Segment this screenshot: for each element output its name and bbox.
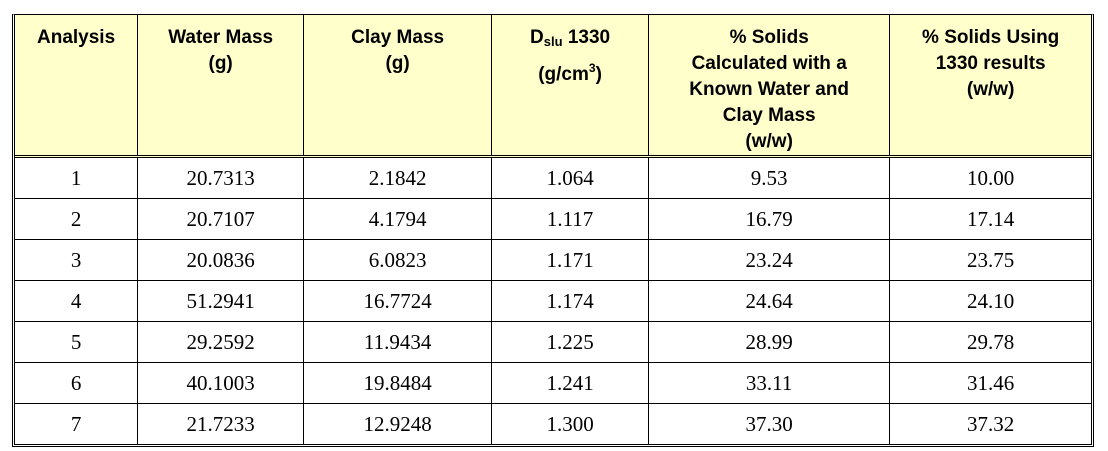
cell-solids-calculated: 24.64 [647, 280, 891, 322]
header-line: Dslu 1330 [492, 25, 648, 55]
cell-solids-1330: 17.14 [889, 198, 1091, 240]
density-symbol: D [530, 27, 544, 48]
header-water-mass: Water Mass (g) [137, 15, 305, 158]
cell-analysis: 2 [15, 198, 139, 240]
cell-clay-mass: 11.9434 [303, 321, 493, 363]
header-line: (w/w) [745, 131, 793, 152]
header-row: Analysis Water Mass (g) Clay Mass (g) Ds… [15, 15, 1091, 158]
unit-prefix: (g/cm [538, 64, 589, 85]
cell-analysis: 1 [15, 156, 139, 199]
unit-suffix: ) [595, 64, 602, 85]
cell-analysis: 5 [15, 321, 139, 363]
unit-superscript: 3 [588, 61, 596, 75]
header-solids-1330: % Solids Using 1330 results (w/w) [889, 15, 1091, 158]
cell-solids-calculated: 16.79 [647, 198, 891, 240]
cell-analysis: 7 [15, 403, 139, 444]
cell-water-mass: 21.7233 [137, 403, 305, 444]
data-table-container: Analysis Water Mass (g) Clay Mass (g) Ds… [12, 14, 1094, 447]
header-line: % Solids Using [922, 27, 1060, 48]
data-table: Analysis Water Mass (g) Clay Mass (g) Ds… [15, 15, 1091, 444]
cell-clay-mass: 16.7724 [303, 280, 493, 322]
cell-solids-1330: 10.00 [889, 156, 1091, 199]
cell-solids-1330: 31.46 [889, 362, 1091, 404]
cell-density: 1.241 [491, 362, 649, 404]
header-line: Clay Mass [722, 105, 816, 126]
header-line: (w/w) [966, 79, 1015, 100]
header-line: (g/cm3) [492, 55, 648, 88]
cell-water-mass: 20.7313 [137, 156, 305, 199]
cell-clay-mass: 4.1794 [303, 198, 493, 240]
header-density: Dslu 1330 (g/cm3) [491, 15, 649, 158]
cell-clay-mass: 6.0823 [303, 239, 493, 281]
cell-solids-calculated: 37.30 [647, 403, 891, 444]
cell-water-mass: 40.1003 [137, 362, 305, 404]
cell-water-mass: 20.0836 [137, 239, 305, 281]
header-line: Known Water and [689, 79, 850, 100]
header-line: Analysis [37, 27, 116, 48]
cell-density: 1.171 [491, 239, 649, 281]
cell-solids-calculated: 33.11 [647, 362, 891, 404]
density-subscript: slu [543, 34, 563, 49]
cell-solids-calculated: 23.24 [647, 239, 891, 281]
header-line: (g) [385, 53, 410, 74]
cell-water-mass: 29.2592 [137, 321, 305, 363]
cell-water-mass: 20.7107 [137, 198, 305, 240]
cell-clay-mass: 19.8484 [303, 362, 493, 404]
table-row: 4 51.2941 16.7724 1.174 24.64 24.10 [15, 280, 1091, 322]
header-line: Calculated with a [691, 53, 847, 74]
table-row: 6 40.1003 19.8484 1.241 33.11 31.46 [15, 362, 1091, 404]
header-line: Clay Mass [351, 27, 445, 48]
cell-analysis: 3 [15, 239, 139, 281]
table-row: 3 20.0836 6.0823 1.171 23.24 23.75 [15, 239, 1091, 281]
table-row: 7 21.7233 12.9248 1.300 37.30 37.32 [15, 403, 1091, 444]
cell-density: 1.174 [491, 280, 649, 322]
header-line: Water Mass [168, 27, 274, 48]
cell-water-mass: 51.2941 [137, 280, 305, 322]
cell-solids-1330: 29.78 [889, 321, 1091, 363]
cell-solids-1330: 37.32 [889, 403, 1091, 444]
cell-analysis: 4 [15, 280, 139, 322]
header-solids-calculated: % Solids Calculated with a Known Water a… [647, 15, 891, 158]
cell-solids-calculated: 28.99 [647, 321, 891, 363]
cell-clay-mass: 2.1842 [303, 156, 493, 199]
table-row: 1 20.7313 2.1842 1.064 9.53 10.00 [15, 156, 1091, 199]
cell-density: 1.064 [491, 156, 649, 199]
header-line: 1330 results [935, 53, 1046, 74]
cell-density: 1.117 [491, 198, 649, 240]
cell-solids-calculated: 9.53 [647, 156, 891, 199]
header-line: % Solids [729, 27, 809, 48]
header-clay-mass: Clay Mass (g) [303, 15, 493, 158]
header-line: (g) [208, 53, 233, 74]
cell-solids-1330: 23.75 [889, 239, 1091, 281]
table-row: 2 20.7107 4.1794 1.117 16.79 17.14 [15, 198, 1091, 240]
cell-clay-mass: 12.9248 [303, 403, 493, 444]
table-row: 5 29.2592 11.9434 1.225 28.99 29.78 [15, 321, 1091, 363]
density-method: 1330 [562, 27, 611, 48]
cell-density: 1.225 [491, 321, 649, 363]
header-analysis: Analysis [15, 15, 139, 158]
cell-density: 1.300 [491, 403, 649, 444]
cell-analysis: 6 [15, 362, 139, 404]
cell-solids-1330: 24.10 [889, 280, 1091, 322]
